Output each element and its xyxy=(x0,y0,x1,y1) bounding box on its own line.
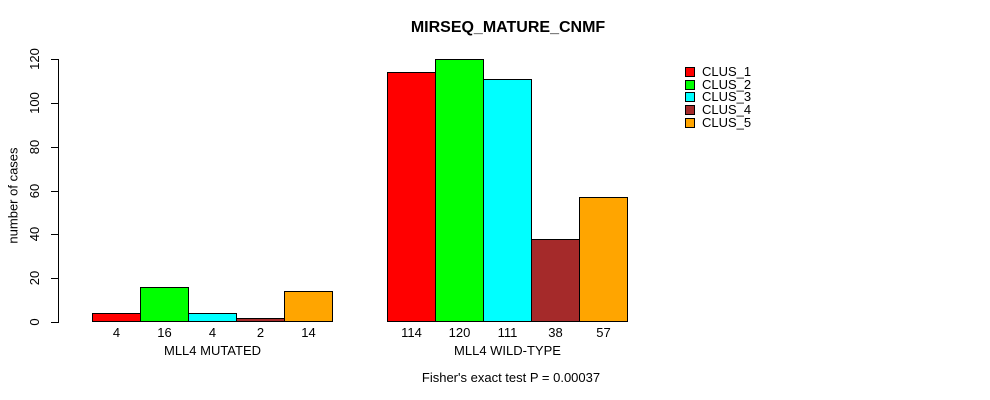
bar-value-label: 57 xyxy=(596,325,611,340)
chart-title: MIRSEQ_MATURE_CNMF xyxy=(410,19,606,36)
fisher-test-note: Fisher's exact test P = 0.00037 xyxy=(421,370,601,385)
y-axis-tick-label: 100 xyxy=(27,91,42,114)
y-axis-tick xyxy=(51,322,58,323)
y-axis-tick xyxy=(51,234,58,236)
y-axis-tick-label: 60 xyxy=(27,183,42,198)
category-label: MLL4 MUTATED xyxy=(163,343,262,358)
legend-label-clus_5: CLUS_5 xyxy=(702,114,752,130)
bar-value-label: 14 xyxy=(301,325,316,340)
y-axis-tick xyxy=(51,278,58,280)
bar-clus_2 xyxy=(435,59,484,322)
bar-value-label: 4 xyxy=(208,325,217,340)
legend-label-clus_2: CLUS_2 xyxy=(702,76,752,92)
bar-value-label: 16 xyxy=(157,325,172,340)
y-axis-tick xyxy=(51,146,58,148)
legend-label-clus_1: CLUS_1 xyxy=(702,64,752,79)
bar-clus_1 xyxy=(92,313,141,322)
bar-clus_3 xyxy=(483,78,532,322)
y-axis-tick-label: 20 xyxy=(27,270,42,286)
y-axis-tick-label: 40 xyxy=(27,227,42,242)
y-axis-tick xyxy=(51,59,58,60)
y-axis-tick-label: 0 xyxy=(27,318,42,326)
y-axis-tick xyxy=(51,102,58,104)
bar-clus_4 xyxy=(236,317,285,322)
legend-swatch-clus_5 xyxy=(685,117,695,128)
bar-clus_5 xyxy=(284,291,333,322)
bar-value-label: 4 xyxy=(112,325,121,340)
bar-clus_3 xyxy=(188,313,237,322)
y-axis-label: number of cases xyxy=(5,147,21,244)
legend-swatch-clus_3 xyxy=(685,92,695,103)
bar-value-label: 111 xyxy=(497,325,518,340)
bar-clus_2 xyxy=(140,286,189,322)
y-axis-tick xyxy=(51,190,58,192)
bar-value-label: 38 xyxy=(548,325,563,340)
legend-swatch-clus_1 xyxy=(685,67,695,77)
bar-value-label: 120 xyxy=(448,325,471,340)
bar-clus_4 xyxy=(531,238,580,322)
category-label: MLL4 WILD-TYPE xyxy=(454,343,561,358)
legend-label-clus_4: CLUS_4 xyxy=(702,102,752,118)
y-axis-tick-label: 120 xyxy=(27,48,42,70)
bar-clus_5 xyxy=(579,197,628,322)
legend-swatch-clus_4 xyxy=(685,105,695,116)
bar-value-label: 114 xyxy=(401,325,422,340)
legend-swatch-clus_2 xyxy=(685,79,695,90)
y-axis-tick-label: 80 xyxy=(27,139,42,154)
legend-label-clus_3: CLUS_3 xyxy=(702,89,752,105)
bar-clus_1 xyxy=(387,72,436,322)
y-axis-line xyxy=(58,59,59,323)
bar-value-label: 2 xyxy=(256,325,265,340)
